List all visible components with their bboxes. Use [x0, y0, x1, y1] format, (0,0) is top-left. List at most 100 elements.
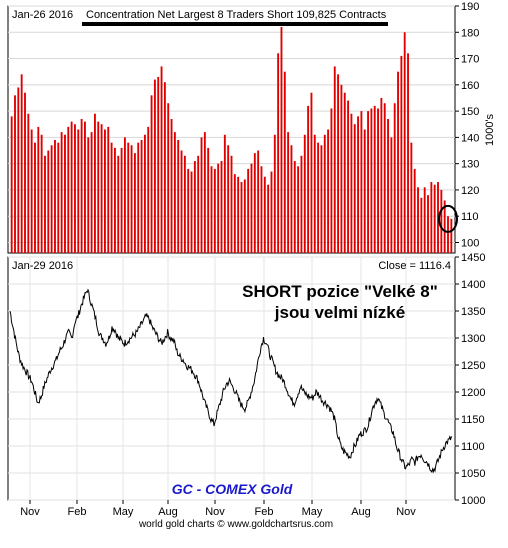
bar: [313, 134, 316, 253]
bar: [387, 118, 389, 254]
bar: [27, 113, 30, 253]
bar: [17, 87, 20, 254]
bar: [50, 145, 53, 253]
bar: [157, 76, 160, 253]
bar: [353, 124, 356, 254]
bar: [200, 137, 203, 253]
bottom-y-tick-label: 1100: [461, 441, 485, 453]
bar: [297, 166, 300, 253]
bottom-y-tick-label: 1050: [461, 468, 485, 480]
bottom-y-tick-label: 1200: [461, 387, 485, 399]
bar: [263, 176, 266, 253]
bar: [273, 134, 276, 253]
top-title-bg: [84, 8, 384, 21]
top-title: Concentration Net Largest 8 Traders Shor…: [86, 9, 387, 21]
bar: [187, 168, 190, 253]
bar: [14, 95, 16, 253]
bar: [397, 71, 399, 253]
bar: [307, 105, 310, 253]
bottom-y-tick-label: 1400: [461, 279, 485, 291]
bar: [44, 155, 46, 253]
x-tick-label: May: [302, 506, 323, 518]
top-date-bg: [10, 8, 78, 21]
bar: [160, 66, 163, 253]
bar: [300, 155, 303, 253]
footer-credit: world gold charts © www.goldchartsrus.co…: [138, 519, 333, 530]
bar: [253, 153, 256, 253]
highlight-ring: [438, 204, 459, 233]
top-y-tick-label: 140: [461, 132, 479, 144]
bar: [113, 147, 116, 253]
top-y-tick-label: 110: [461, 211, 479, 223]
bar: [230, 155, 233, 253]
bar: [347, 100, 350, 253]
bar: [317, 142, 320, 253]
bar: [170, 118, 173, 254]
bar: [267, 184, 270, 253]
top-y-tick-label: 150: [461, 106, 479, 118]
annotation-line-1: SHORT pozice "Velké 8": [242, 282, 438, 301]
bar: [74, 124, 76, 254]
bar: [213, 168, 216, 253]
bar: [357, 116, 360, 253]
top-y-tick-label: 120: [461, 185, 479, 197]
bottom-y-tick-label: 1350: [461, 306, 485, 318]
bar: [54, 140, 56, 253]
bar: [240, 182, 243, 253]
bar: [247, 168, 250, 253]
bottom-date-label: Jan-29 2016: [12, 260, 73, 272]
bar: [30, 129, 33, 253]
bar: [67, 126, 70, 253]
bar: [407, 53, 409, 253]
x-tick-label: Feb: [255, 506, 274, 518]
bar: [437, 182, 439, 253]
bar: [147, 126, 150, 253]
bar: [130, 145, 133, 253]
title-underline-bar: [82, 22, 388, 26]
bar: [64, 134, 66, 253]
bar: [37, 126, 40, 253]
bar: [220, 161, 223, 253]
bar: [257, 150, 260, 253]
bar: [47, 150, 50, 253]
bar: [310, 92, 313, 254]
top-y-tick-label: 170: [461, 54, 479, 66]
bar: [250, 163, 253, 253]
bar: [20, 74, 23, 253]
bar: [430, 182, 433, 253]
bar: [383, 103, 386, 253]
top-date-label: Jan-26 2016: [12, 9, 73, 21]
bar: [390, 137, 393, 253]
bar: [260, 166, 263, 253]
bar: [380, 97, 383, 253]
bar: [163, 82, 166, 253]
bar: [77, 129, 80, 253]
bar: [127, 142, 130, 253]
bar: [123, 137, 126, 253]
bar: [227, 145, 230, 253]
bar: [410, 142, 413, 253]
top-y-tick-label: 100: [461, 237, 479, 249]
bar: [57, 142, 60, 253]
bar: [277, 53, 280, 253]
bar: [400, 55, 403, 254]
bar: [320, 145, 323, 253]
bar: [420, 197, 423, 253]
bar: [237, 176, 240, 253]
bar: [70, 121, 73, 254]
bar: [197, 155, 200, 253]
bar: [210, 166, 213, 253]
bar: [333, 66, 336, 253]
x-tick-label: May: [113, 506, 134, 518]
gold-price-line: [9, 288, 453, 474]
bar: [120, 147, 123, 253]
bar: [60, 132, 63, 253]
bar: [203, 132, 206, 253]
bar: [110, 142, 113, 253]
bar: [133, 153, 136, 253]
bar: [350, 113, 353, 253]
bar: [107, 126, 110, 253]
bar: [40, 134, 43, 253]
close-label: Close = 1116.4: [378, 260, 451, 272]
